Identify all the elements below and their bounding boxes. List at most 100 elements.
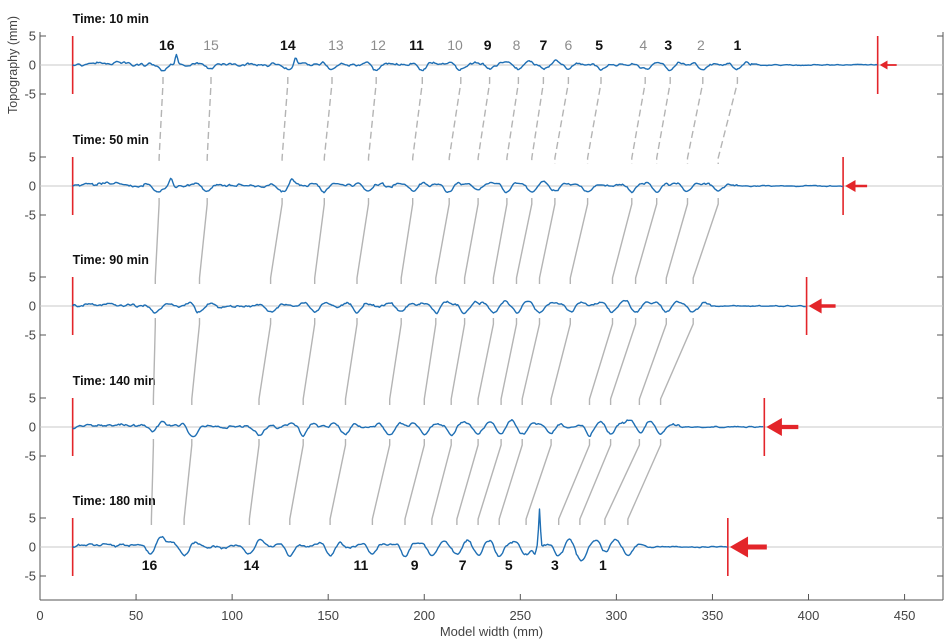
connector-line — [314, 198, 325, 284]
x-tick-label-50: 50 — [129, 608, 143, 623]
push-arrow-head — [879, 60, 888, 70]
thrust-label-12: 12 — [370, 37, 386, 53]
y-tick-label: 5 — [29, 391, 36, 406]
connector-line — [627, 439, 662, 525]
connector-line — [450, 318, 466, 405]
topography-profile — [72, 299, 806, 315]
panel-title: Time: 140 min — [73, 374, 156, 388]
connector-line — [158, 77, 164, 164]
thrust-label-9: 9 — [484, 37, 492, 53]
connector-line — [412, 77, 423, 164]
thrust-label-14: 14 — [244, 557, 260, 573]
connector-line — [404, 439, 425, 525]
y-tick-label: 5 — [29, 511, 36, 526]
y-tick-label: -5 — [24, 449, 36, 464]
y-tick-label: 0 — [29, 179, 36, 194]
y-tick-label: -5 — [24, 208, 36, 223]
y-tick-label: 5 — [29, 150, 36, 165]
thrust-label-1: 1 — [599, 557, 607, 573]
connector-line — [367, 77, 377, 164]
push-arrow-head — [729, 536, 749, 558]
panel-title: Time: 50 min — [73, 133, 149, 147]
connector-line — [389, 318, 402, 405]
topography-profile — [72, 508, 728, 562]
connector-line — [329, 439, 347, 525]
thrust-label-10: 10 — [447, 37, 463, 53]
connector-line — [498, 439, 523, 525]
connector-line — [659, 318, 694, 405]
connector-line — [431, 439, 452, 525]
connector-line — [356, 198, 370, 284]
connector-line — [525, 439, 552, 525]
thrust-label-11: 11 — [409, 37, 424, 53]
connector-line — [554, 77, 570, 164]
panel-2: 5 0 -5 Time: 50 min — [24, 133, 943, 223]
connector-line — [638, 318, 667, 405]
push-arrow-head — [766, 418, 782, 436]
connector-line — [456, 439, 479, 525]
thrust-label-2: 2 — [697, 37, 705, 53]
thrust-label-6: 6 — [564, 37, 572, 53]
connector-line — [692, 198, 719, 284]
connector-line — [477, 439, 502, 525]
thrust-label-11: 11 — [353, 557, 368, 573]
connector-line — [611, 198, 633, 284]
connector-line — [569, 198, 589, 284]
connector-line — [477, 318, 495, 405]
x-tick-label-0: 0 — [36, 608, 43, 623]
connector-line — [323, 77, 333, 164]
thrust-label-8: 8 — [513, 37, 521, 53]
topography-profile — [72, 177, 843, 194]
connector-line — [604, 439, 641, 525]
connector-line — [281, 77, 289, 164]
connector-line — [423, 318, 437, 405]
y-tick-label: -5 — [24, 328, 36, 343]
connector-line — [656, 77, 671, 164]
thrust-label-5: 5 — [505, 557, 513, 573]
connector-line — [154, 198, 160, 284]
connector-line — [717, 77, 739, 164]
panel-5: 5 0 -5 Time: 180 min 16 14 11 9 7 5 3 1 — [24, 494, 943, 584]
connector-line — [558, 439, 591, 525]
connector-line — [631, 77, 646, 164]
y-tick-label: 0 — [29, 420, 36, 435]
x-tick-label-400: 400 — [798, 608, 820, 623]
y-tick-label: -5 — [24, 87, 36, 102]
thrust-label-13: 13 — [328, 37, 344, 53]
connector-line — [448, 77, 462, 164]
push-arrow-head — [845, 180, 856, 192]
connector-line — [586, 77, 602, 164]
connector-line — [400, 198, 414, 284]
thrust-label-9: 9 — [411, 557, 419, 573]
y-tick-label: 0 — [29, 540, 36, 555]
panel-4: 5 0 -5 Time: 140 min — [24, 374, 943, 464]
y-tick-label: 0 — [29, 299, 36, 314]
x-tick-label-100: 100 — [221, 608, 243, 623]
thrust-label-4: 4 — [639, 37, 647, 53]
connector-line — [686, 77, 704, 164]
thrust-label-7: 7 — [459, 557, 467, 573]
y-tick-label: 5 — [29, 270, 36, 285]
connector-line — [634, 198, 658, 284]
thrust-label-3: 3 — [551, 557, 559, 573]
connector-line — [492, 198, 508, 284]
connector-line — [538, 198, 556, 284]
connector-line — [588, 318, 614, 405]
panel-3: 5 0 -5 Time: 90 min — [24, 253, 943, 343]
panel-title: Time: 10 min — [73, 12, 149, 26]
x-tick-label-350: 350 — [702, 608, 724, 623]
connector-line — [150, 439, 155, 525]
connector-line — [269, 198, 283, 284]
y-tick-label: -5 — [24, 569, 36, 584]
x-tick-label-200: 200 — [413, 608, 435, 623]
topography-profile — [72, 419, 764, 438]
connector-line — [435, 198, 450, 284]
connector-line — [609, 318, 637, 405]
panel-1: 5 0 -5 Time: 10 min 16 15 14 13 12 11 10 9 8 7 6 5 4 3 2 1 — [24, 12, 943, 102]
connector-line — [183, 439, 193, 525]
connector-line — [463, 198, 479, 284]
x-tick-label-300: 300 — [606, 608, 628, 623]
thrust-label-5: 5 — [595, 37, 603, 53]
x-tick-label-250: 250 — [509, 608, 531, 623]
